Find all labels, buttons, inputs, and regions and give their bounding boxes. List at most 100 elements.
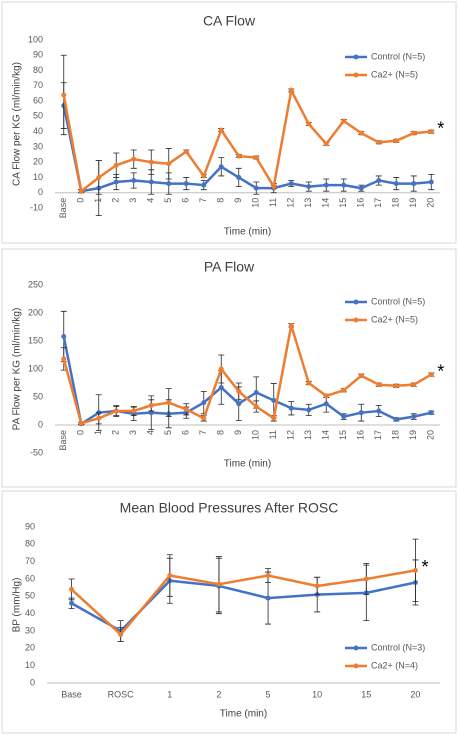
chart-panel: Mean Blood Pressures After ROSC 0 10 20 30 40… xyxy=(1,490,457,734)
point xyxy=(271,397,277,403)
point xyxy=(358,410,364,416)
x-tick-label: 2 xyxy=(111,198,121,203)
y-tick-label: -50 xyxy=(30,447,43,457)
point xyxy=(428,179,434,185)
point xyxy=(393,138,399,144)
y-tick-label: 200 xyxy=(28,307,43,317)
point xyxy=(265,573,271,579)
point xyxy=(428,372,434,378)
x-tick-label: 8 xyxy=(216,430,226,435)
x-tick-label: 5 xyxy=(163,198,173,203)
point xyxy=(218,384,224,390)
series-line xyxy=(70,579,416,633)
x-tick-label: 12 xyxy=(286,430,296,440)
y-tick-label: 80 xyxy=(25,539,35,549)
legend-item: Ca2+ (N=5) xyxy=(345,314,418,324)
point xyxy=(393,383,399,389)
point xyxy=(201,415,207,421)
point xyxy=(236,174,242,180)
legend-label: Ca2+ (N=4) xyxy=(371,660,418,670)
legend-item: Ca2+ (N=4) xyxy=(345,660,418,670)
point xyxy=(393,181,399,187)
point xyxy=(113,162,119,168)
y-tick-label: 30 xyxy=(25,625,35,635)
y-tick-label: 90 xyxy=(33,50,43,60)
point xyxy=(148,402,154,408)
y-tick-label: 50 xyxy=(25,591,35,601)
x-tick-label: 15 xyxy=(338,430,348,440)
legend-label: Control (N=5) xyxy=(371,51,425,61)
x-tick-label: 13 xyxy=(303,430,313,440)
x-tick-label: 13 xyxy=(303,198,313,208)
point xyxy=(96,174,102,180)
point xyxy=(131,178,137,184)
x-tick-label: 10 xyxy=(312,689,322,699)
x-tick-label: 5 xyxy=(163,430,173,435)
panel-border xyxy=(1,490,457,734)
x-tick-label: 2 xyxy=(111,430,121,435)
legend-marker xyxy=(353,317,359,323)
point xyxy=(288,87,294,93)
y-tick-label: 60 xyxy=(25,573,35,583)
y-tick-label: 0 xyxy=(38,419,43,429)
x-tick-label: 4 xyxy=(146,430,156,435)
point xyxy=(201,182,207,188)
point xyxy=(96,415,102,421)
legend-label: Control (N=3) xyxy=(371,642,425,652)
point xyxy=(376,382,382,388)
point xyxy=(69,586,75,592)
point xyxy=(131,408,137,414)
point xyxy=(358,185,364,191)
legend-item: Control (N=3) xyxy=(345,642,425,652)
annotation: * xyxy=(421,557,428,577)
y-tick-label: 90 xyxy=(25,521,35,531)
y-tick-label: 250 xyxy=(28,279,43,289)
y-tick-label: 20 xyxy=(33,157,43,167)
y-axis-title: BP (mm/Hg) xyxy=(12,578,23,633)
point xyxy=(69,600,75,606)
point xyxy=(288,181,294,187)
point xyxy=(236,401,242,407)
x-tick-label: 5 xyxy=(266,689,271,699)
x-tick-label: 16 xyxy=(356,198,366,208)
annotation: * xyxy=(437,361,444,381)
point xyxy=(363,576,369,582)
x-tick-label: 1 xyxy=(93,430,103,435)
x-tick-label: 6 xyxy=(181,198,191,203)
point xyxy=(148,410,154,416)
y-axis-title: PA Flow per KG (ml/min/kg) xyxy=(12,308,23,431)
point xyxy=(411,414,417,420)
x-axis-title: Time (min) xyxy=(220,709,267,720)
x-tick-label: 17 xyxy=(373,430,383,440)
point xyxy=(265,595,271,601)
series-line xyxy=(62,324,432,425)
point xyxy=(323,182,329,188)
legend-label: Control (N=5) xyxy=(371,296,425,306)
point xyxy=(376,178,382,184)
point xyxy=(218,127,224,133)
y-tick-label: 20 xyxy=(25,643,35,653)
x-tick-label: 20 xyxy=(426,198,436,208)
point xyxy=(341,387,347,393)
x-tick-label: 0 xyxy=(76,430,86,435)
x-tick-label: 15 xyxy=(361,689,371,699)
point xyxy=(201,400,207,406)
y-tick-label: 10 xyxy=(25,660,35,670)
x-tick-label: 17 xyxy=(373,198,383,208)
annotation: * xyxy=(437,118,444,138)
point xyxy=(118,631,124,637)
point xyxy=(411,382,417,388)
point xyxy=(411,181,417,187)
x-tick-label: Base xyxy=(58,198,68,219)
y-tick-label: 0 xyxy=(30,677,35,687)
x-tick-label: 18 xyxy=(391,430,401,440)
point xyxy=(166,181,172,187)
legend-label: Ca2+ (N=5) xyxy=(371,69,418,79)
x-tick-label: 14 xyxy=(321,198,331,208)
point xyxy=(148,159,154,165)
point xyxy=(341,182,347,188)
point xyxy=(61,356,67,362)
point xyxy=(183,148,189,154)
